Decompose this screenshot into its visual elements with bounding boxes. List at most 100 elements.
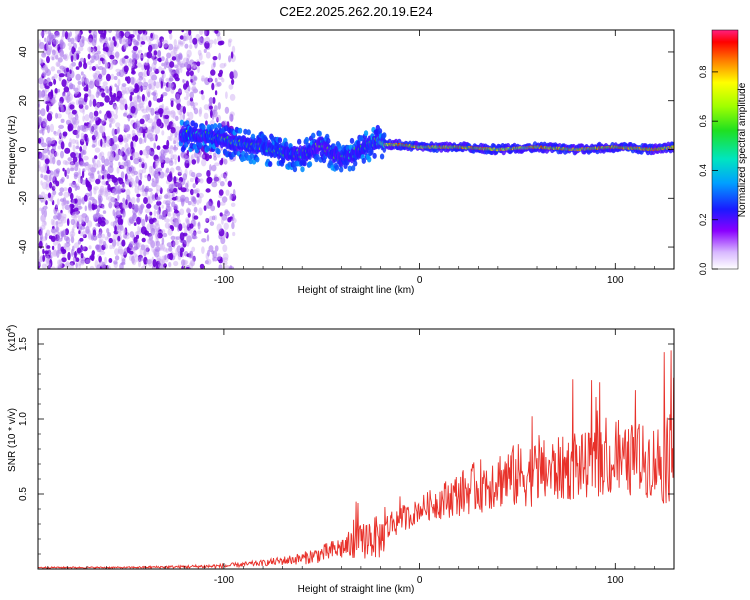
noise-blob xyxy=(88,30,92,34)
noise-blob xyxy=(141,184,145,193)
noise-blob xyxy=(197,178,202,183)
signal-fragment xyxy=(361,157,366,164)
noise-blob xyxy=(229,194,232,201)
noise-blob xyxy=(222,253,229,260)
noise-blob xyxy=(40,31,45,37)
noise-blob xyxy=(38,261,41,269)
noise-blob xyxy=(209,221,215,227)
noise-blob xyxy=(99,88,105,93)
noise-blob xyxy=(225,189,230,196)
noise-blob xyxy=(173,204,178,210)
noise-blob xyxy=(134,103,138,109)
noise-blob xyxy=(170,235,176,241)
noise-blob xyxy=(186,34,192,41)
colorbar-tick-label: 0.2 xyxy=(698,213,708,226)
noise-blob xyxy=(161,38,165,45)
noise-blob xyxy=(140,139,145,144)
noise-blob xyxy=(38,77,44,85)
noise-blob xyxy=(168,261,172,268)
noise-blob xyxy=(166,187,173,194)
noise-blob xyxy=(72,199,75,205)
noise-blob xyxy=(45,179,50,188)
noise-blob xyxy=(81,161,85,167)
noise-blob xyxy=(164,157,171,164)
noise-blob xyxy=(57,243,62,252)
noise-blob xyxy=(113,187,118,195)
noise-blob xyxy=(57,145,62,150)
noise-blob xyxy=(121,258,126,265)
noise-blob xyxy=(218,189,224,196)
noise-blob xyxy=(82,230,86,238)
noise-blob xyxy=(62,160,68,165)
noise-blob xyxy=(131,70,136,75)
noise-blob xyxy=(101,204,105,210)
noise-blob xyxy=(187,212,191,218)
noise-blob xyxy=(141,168,147,174)
noise-blob xyxy=(173,188,178,193)
noise-blob xyxy=(60,35,64,43)
noise-blob xyxy=(154,246,161,252)
noise-blob xyxy=(189,91,194,99)
noise-blob xyxy=(38,164,41,172)
noise-blob xyxy=(74,120,80,126)
noise-blob xyxy=(50,140,56,147)
noise-blob xyxy=(79,30,83,35)
noise-blob xyxy=(112,135,118,143)
noise-blob xyxy=(170,109,176,118)
noise-blob xyxy=(219,69,223,75)
noise-blob xyxy=(78,61,83,68)
noise-blob xyxy=(182,222,186,229)
noise-blob xyxy=(124,55,129,59)
noise-blob xyxy=(112,60,118,66)
noise-blob xyxy=(189,223,194,229)
noise-blob xyxy=(60,141,65,150)
noise-blob xyxy=(161,237,165,245)
noise-blob xyxy=(121,57,126,64)
noise-blob xyxy=(221,196,228,203)
noise-blob xyxy=(150,239,153,248)
noise-blob xyxy=(192,183,196,189)
noise-blob xyxy=(118,245,123,254)
noise-blob xyxy=(40,191,46,198)
noise-blob xyxy=(128,243,133,249)
noise-blob xyxy=(196,61,201,67)
noise-blob xyxy=(79,226,86,230)
noise-blob xyxy=(108,37,112,41)
noise-blob xyxy=(109,155,113,162)
noise-blob xyxy=(43,220,47,226)
noise-blob xyxy=(81,219,85,224)
noise-blob xyxy=(184,155,190,164)
noise-blob xyxy=(83,86,89,92)
noise-blob xyxy=(217,176,221,183)
noise-blob xyxy=(69,262,74,269)
noise-blob xyxy=(200,61,205,65)
noise-blob xyxy=(140,53,144,61)
noise-blob xyxy=(189,59,195,66)
noise-blob xyxy=(51,56,55,61)
noise-blob xyxy=(103,140,107,148)
noise-blob xyxy=(69,230,76,238)
noise-blob xyxy=(195,178,201,183)
noise-blob xyxy=(204,41,210,49)
noise-blob xyxy=(117,194,120,201)
noise-blob xyxy=(193,65,198,70)
noise-blob xyxy=(56,240,60,247)
noise-blob xyxy=(88,90,92,97)
noise-blob xyxy=(192,37,198,45)
noise-blob xyxy=(131,129,136,137)
noise-blob xyxy=(165,106,169,111)
noise-blob xyxy=(44,250,49,254)
snr-chart: -100 0 100 0.5 1.0 1.5 Height of straight li… xyxy=(6,325,675,595)
noise-blob xyxy=(125,199,128,206)
noise-blob xyxy=(53,249,58,256)
noise-blob xyxy=(158,40,161,47)
noise-blob xyxy=(155,173,161,180)
noise-blob xyxy=(225,91,228,99)
snr-y-multiplier: (x104) xyxy=(6,325,18,352)
noise-blob xyxy=(157,264,162,268)
noise-blob xyxy=(110,94,117,103)
snr-x-tick-label: -100 xyxy=(214,575,234,586)
noise-blob xyxy=(221,120,228,126)
signal-fragment xyxy=(297,138,302,145)
noise-blob xyxy=(131,52,138,61)
